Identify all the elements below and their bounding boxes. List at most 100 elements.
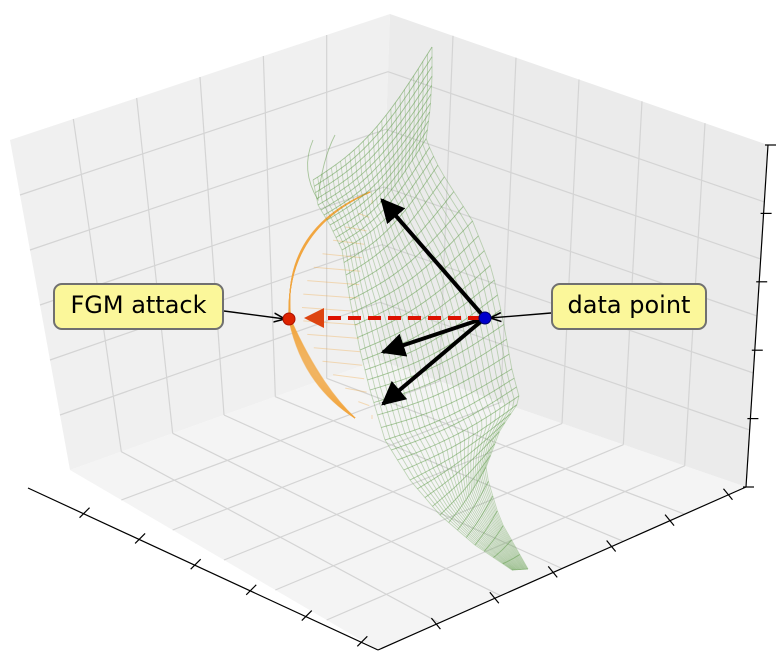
region-mesh-line: [358, 212, 370, 218]
surface-mesh-line: [397, 395, 520, 461]
surface-mesh-line: [345, 176, 445, 276]
surface-mesh-line: [377, 353, 510, 416]
y-axis-tick: [723, 488, 733, 501]
surface-mesh-line: [425, 47, 529, 570]
axis-ticks: [79, 144, 776, 647]
x-axis-line: [27, 487, 379, 651]
gradient-arrow-middle: [380, 316, 486, 357]
surface-mesh-line: [457, 481, 489, 531]
region-mesh-line: [313, 347, 361, 353]
surface-mesh-line: [315, 66, 433, 193]
surface-mesh-line: [448, 467, 487, 523]
region-mesh-line: [333, 239, 365, 245]
attack-point: [282, 312, 296, 326]
grid-line: [326, 465, 685, 621]
grid-line: [59, 301, 381, 416]
region-mesh-line: [322, 360, 363, 366]
surface-mesh-line: [316, 76, 433, 200]
surface-mesh-line: [353, 149, 518, 571]
point-label-pointer: [490, 313, 552, 318]
surface-mesh-line: [349, 206, 464, 301]
surface-mesh-line: [403, 404, 518, 471]
surface-mesh-line: [409, 413, 512, 481]
pane-left: [10, 14, 390, 470]
x-axis-tick: [245, 584, 257, 596]
data-point: [478, 311, 492, 325]
x-axis-tick: [356, 635, 368, 647]
z-axis-line: [745, 144, 769, 488]
surface-mesh-line: [415, 68, 527, 570]
surface-mesh-line: [332, 129, 428, 232]
y-axis-tick: [664, 514, 675, 527]
surface-mesh-line: [408, 82, 526, 570]
surface-mesh-line: [352, 220, 473, 313]
region-mesh-line: [345, 387, 367, 393]
surface-mesh-line: [493, 539, 512, 558]
surface-mesh-line: [317, 177, 513, 571]
x-axis-tick: [190, 558, 202, 570]
surface-mesh-line: [320, 94, 432, 211]
pane-floor: [70, 360, 746, 650]
surface-mesh-line: [312, 46, 433, 181]
surface-mesh-line: [335, 164, 516, 571]
pane-right: [378, 14, 768, 487]
surface-mesh-line: [329, 120, 429, 226]
data-point-callout: data point: [551, 283, 707, 330]
attack-label-pointer: [223, 310, 285, 319]
surface-mesh-line: [362, 141, 520, 570]
x-axis-tick: [79, 507, 90, 519]
surface-mesh-line: [502, 554, 520, 565]
surface-mesh-line: [367, 136, 520, 570]
region-mesh-line: [307, 333, 360, 339]
surface-mesh-line: [354, 235, 479, 326]
surface-mesh-line: [384, 377, 515, 441]
region-mesh-line: [345, 226, 367, 232]
surface-mesh-line: [343, 164, 439, 263]
fgm-attack-callout: FGM attack: [53, 283, 224, 330]
surface-mesh-line: [330, 167, 515, 571]
y-axis-tick: [430, 617, 441, 630]
axes-panes: [10, 14, 768, 650]
x-axis-tick: [134, 533, 146, 544]
y-axis-tick: [606, 540, 617, 552]
surface-mesh-line: [439, 455, 491, 516]
surface-mesh-line: [391, 386, 517, 451]
x-axis-tick: [301, 610, 313, 621]
surface-mesh-line: [483, 525, 504, 552]
surface-mesh-line: [424, 431, 500, 498]
surface-mesh-line: [347, 191, 455, 288]
grid-line: [379, 301, 750, 431]
region-mesh-line: [333, 374, 365, 380]
surface-mesh-line: [404, 89, 525, 570]
surface-mesh-line: [340, 161, 516, 571]
surface-mesh-line: [474, 510, 498, 546]
surface-mesh-line: [326, 111, 431, 221]
region-mesh-line: [307, 280, 360, 286]
decision-surface: [307, 46, 529, 571]
surface-mesh-line: [418, 61, 528, 570]
y-axis-line: [377, 486, 747, 651]
surface-mesh-line: [357, 250, 485, 338]
surface-mesh-line: [321, 174, 514, 571]
gradient-arrow-down: [381, 316, 487, 406]
surface-mesh-line: [422, 54, 528, 570]
surface-mesh-line: [358, 145, 519, 570]
surface-mesh-line: [364, 294, 498, 371]
surface-mesh-line: [432, 443, 496, 507]
region-mesh-line: [322, 253, 363, 259]
gradient-arrows: [380, 198, 487, 406]
surface-mesh-line: [376, 126, 521, 570]
region-mesh-line: [358, 401, 370, 407]
surface-mesh-line: [372, 131, 521, 570]
surface-mesh-line: [323, 102, 431, 216]
y-axis-tick: [547, 566, 558, 578]
surface-mesh-line: [317, 85, 432, 206]
surface-mesh-line: [465, 495, 494, 538]
surface-mesh-line: [417, 422, 506, 490]
region-mesh-line: [303, 293, 359, 299]
surface-mesh-line: [314, 56, 433, 187]
y-axis-tick: [489, 591, 500, 604]
surface-mesh-line: [381, 368, 513, 428]
surface-mesh-line: [512, 568, 528, 571]
